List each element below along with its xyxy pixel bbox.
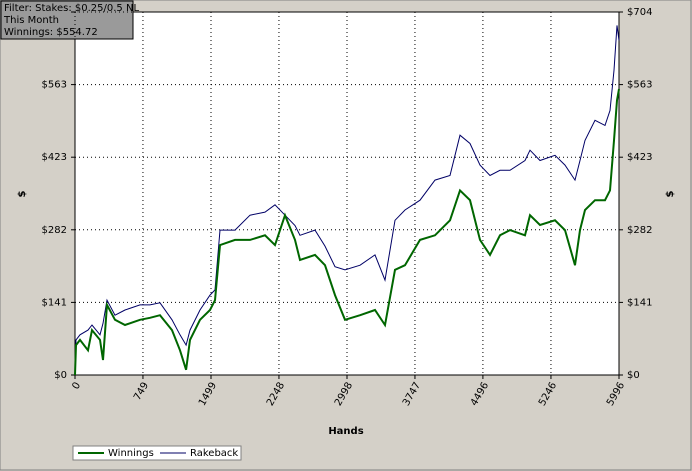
series-line	[74, 25, 620, 376]
series-line	[74, 88, 620, 376]
x-tick-label: 0	[70, 381, 83, 392]
filter-text: Winnings: $554.72	[4, 27, 98, 38]
y2-tick-label: $282	[627, 225, 652, 236]
filter-text: This Month	[3, 15, 59, 26]
y2-tick-label: $423	[627, 152, 652, 163]
y-axis-label: $	[17, 190, 28, 197]
legend-label: Winnings	[108, 448, 154, 459]
y2-tick-label: $141	[627, 297, 652, 308]
y-tick-label: $0	[54, 370, 67, 381]
legend-label: Rakeback	[190, 448, 238, 459]
filter-text: Filter: Stakes: $0.25/0.5 NL	[4, 3, 139, 14]
y2-tick-label: $704	[627, 7, 652, 18]
x-axis-label: Hands	[328, 426, 363, 437]
y2-tick-label: $563	[627, 80, 652, 91]
y-tick-label: $423	[42, 152, 67, 163]
legend-box	[72, 445, 242, 461]
y-tick-label: $282	[42, 225, 67, 236]
filter-box-bg	[0, 0, 134, 40]
filter-box	[0, 0, 134, 40]
y2-axis-label: $	[665, 190, 676, 197]
y-tick-label: $563	[42, 80, 67, 91]
y-tick-label: $141	[42, 297, 67, 308]
y2-tick-label: $0	[627, 370, 640, 381]
